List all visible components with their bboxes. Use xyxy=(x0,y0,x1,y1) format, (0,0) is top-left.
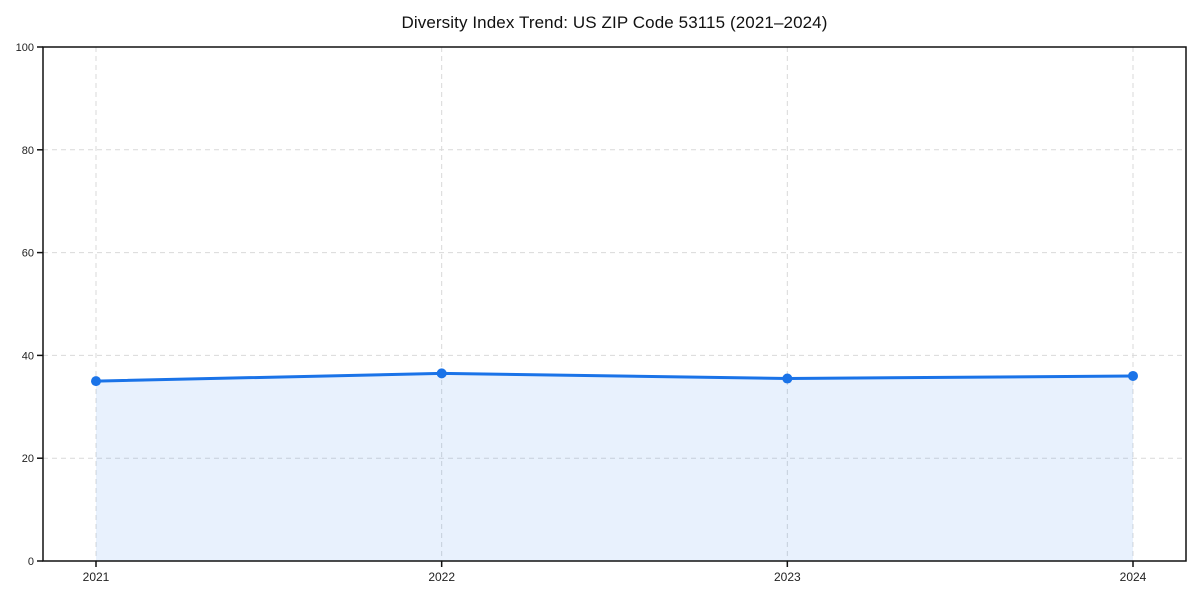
x-axis-ticks: 2021 2022 2023 2024 xyxy=(83,561,1147,584)
plot-frame xyxy=(42,46,1187,562)
y-tick-label: 60 xyxy=(22,248,34,260)
x-tick-label: 2022 xyxy=(428,570,455,584)
area-fill xyxy=(96,373,1133,561)
y-tick-label: 0 xyxy=(28,556,34,568)
chart-title: Diversity Index Trend: US ZIP Code 53115… xyxy=(401,13,828,32)
x-tick-label: 2024 xyxy=(1120,570,1147,584)
y-tick-label: 100 xyxy=(16,42,34,54)
data-point-marker xyxy=(1128,370,1138,381)
y-tick-label: 40 xyxy=(22,350,34,362)
x-tick-label: 2021 xyxy=(83,570,110,584)
x-tick-label: 2023 xyxy=(774,570,801,584)
y-tick-label: 20 xyxy=(22,453,34,465)
data-point-marker xyxy=(91,376,101,387)
y-axis-ticks: 0 20 40 60 80 100 xyxy=(16,42,43,568)
data-point-marker xyxy=(782,373,793,384)
data-point-markers xyxy=(91,368,1138,387)
y-tick-label: 80 xyxy=(22,145,34,157)
trend-line xyxy=(94,371,1135,383)
data-point-marker xyxy=(436,368,447,379)
